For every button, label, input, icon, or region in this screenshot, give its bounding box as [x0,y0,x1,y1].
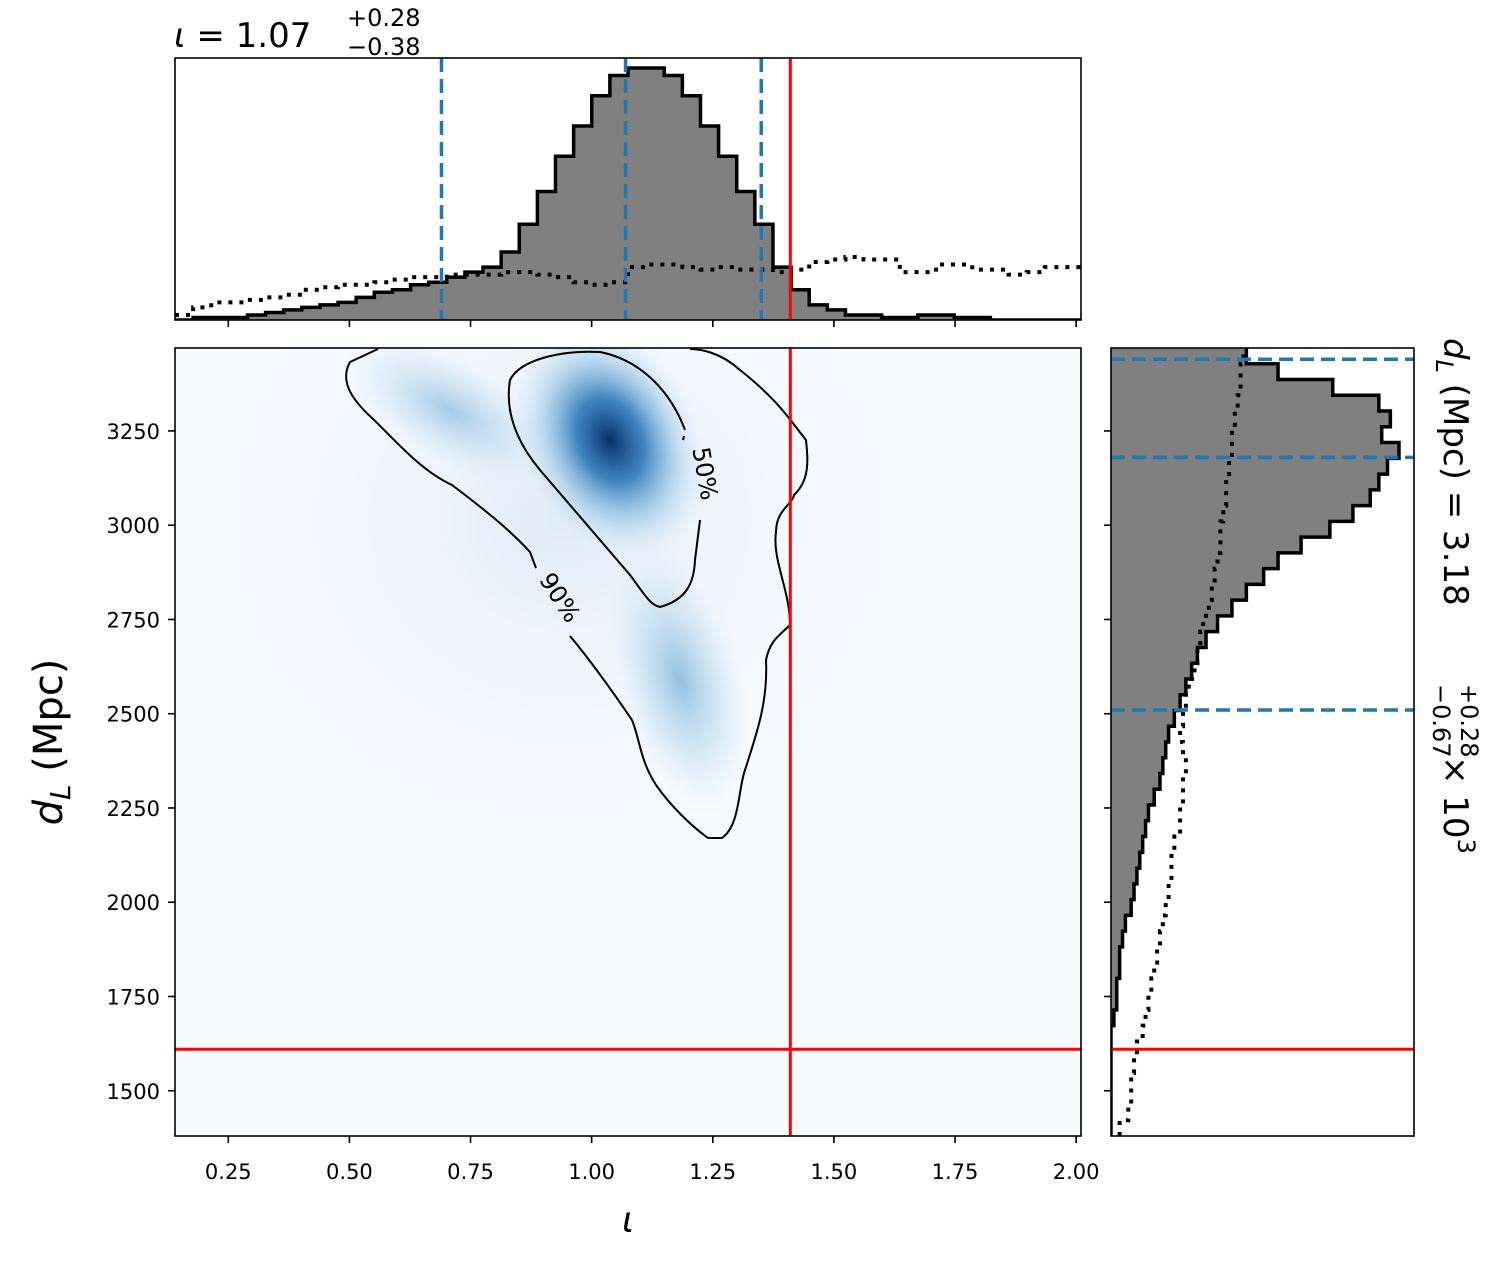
dL-title-exponent: 3 [1452,839,1480,854]
dL-title-symbol: d [1435,338,1475,360]
kde-upper-left-lobe [342,348,558,487]
iota-title-value: 1.07 [236,16,312,56]
dL-prior-histogram [1117,348,1246,1136]
x-tick-label-1: 0.50 [326,1160,373,1184]
iota-marginal-panel: ι = 1.07 +0.28 −0.38 [174,4,1082,327]
contour-50-percent [507,350,701,609]
dL-posterior-histogram-fill [1111,348,1399,1136]
y-tick-label-7: 3250 [107,420,160,444]
kde-lower-lobe [607,543,753,817]
svg-text:× 103: × 103 [1435,756,1480,854]
y-axis-label-subscript: L [44,784,77,800]
iota-title-plus-error: +0.28 [347,4,421,32]
x-tick-label-2: 0.75 [447,1160,494,1184]
dL-marginal-frame [1110,347,1415,1137]
joint-posterior-frame [174,347,1082,1137]
x-tick-label-5: 1.50 [811,1160,858,1184]
x-axis-label: ι [622,1200,634,1241]
dL-title-value: 3.18 [1435,530,1475,606]
dL-title-minus-error: −0.67 [1427,684,1455,758]
iota-title-symbol: ι [174,16,186,56]
x-tick-label-4: 1.25 [689,1160,736,1184]
dL-title-subscript: L [1430,360,1458,373]
y-tick-label-2: 2000 [107,891,160,915]
iota-posterior-histogram [175,66,1081,320]
y-tick-label-5: 2750 [107,608,160,632]
dL-title-times: × 10 [1435,756,1475,839]
dL-summary-title: dL (Mpc) = 3.18 +0.28 −0.67 × 103 [1427,338,1483,854]
iota-posterior-histogram-fill [175,68,1081,320]
y-axis-label: dL (Mpc) [26,659,77,826]
x-tick-label-3: 1.00 [568,1160,615,1184]
iota-summary-title: ι = 1.07 [174,16,311,56]
dL-title-unit: (Mpc) = [1435,373,1475,530]
y-tick-label-4: 2500 [107,703,160,727]
x-tick-label-0: 0.25 [205,1160,252,1184]
kde-peak [512,348,708,560]
dL-marginal-panel: dL (Mpc) = 3.18 +0.28 −0.67 × 103 [1104,338,1483,1137]
iota-title-equals: = [186,16,236,56]
iota-marginal-frame [174,57,1082,321]
iota-title-minus-error: −0.38 [347,33,421,61]
y-tick-label-6: 3000 [107,514,160,538]
contour-90-percent [345,348,809,839]
y-tick-label-0: 1500 [107,1080,160,1104]
joint-posterior-panel: 50% 90% 0.25 0.50 0.75 1.00 1.25 1.50 1.75 2.00… [26,347,1100,1241]
svg-text:dL (Mpc) = 3.18: dL (Mpc) = 3.18 [1430,338,1475,606]
x-tick-label-6: 1.75 [932,1160,979,1184]
dL-title-plus-error: +0.28 [1455,684,1483,758]
y-tick-label-1: 1750 [107,985,160,1009]
x-tick-label-7: 2.00 [1053,1160,1100,1184]
y-axis-label-symbol: d [26,799,72,825]
y-axis-label-unit: (Mpc) [26,659,72,785]
y-tick-label-3: 2250 [107,797,160,821]
